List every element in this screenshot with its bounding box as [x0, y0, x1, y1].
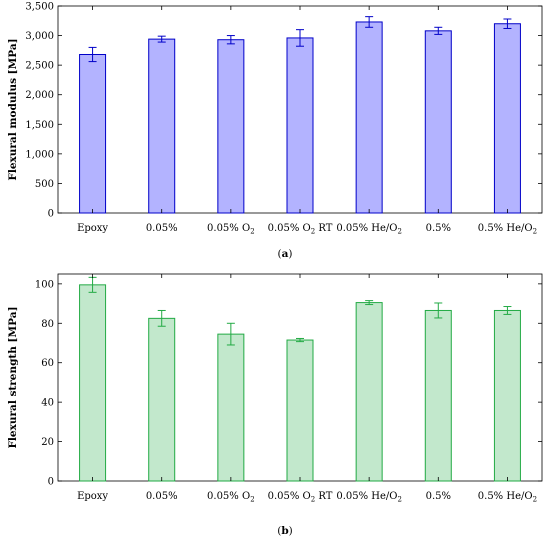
bar: [79, 53, 107, 214]
y-tick-label: 2,000: [25, 90, 54, 101]
y-tick-label: 0: [48, 209, 54, 220]
y-tick-label: 3,500: [25, 2, 54, 13]
y-tick-label: 500: [35, 179, 54, 190]
bar: [286, 339, 314, 482]
category-label: 0.05% O2 RT: [268, 491, 333, 504]
bar: [493, 309, 521, 482]
category-label: Epoxy: [77, 223, 108, 234]
y-tick-label: 3,000: [25, 31, 54, 42]
subfigure-caption: (b): [277, 525, 293, 537]
y-tick-label: 1,500: [25, 120, 54, 131]
bar: [217, 39, 245, 214]
y-tick-label: 60: [41, 358, 54, 369]
category-label: 0.5% He/O2: [478, 491, 537, 504]
y-tick-label: 2,500: [25, 61, 54, 72]
category-label: 0.5%: [426, 491, 451, 502]
category-label: 0.05% O2: [207, 223, 255, 236]
bar: [493, 23, 521, 214]
y-tick-label: 100: [35, 279, 54, 290]
y-axis-label: Flexural strength [MPa]: [7, 306, 19, 448]
bar: [148, 38, 176, 214]
y-tick-label: 0: [48, 477, 54, 488]
bar: [148, 317, 176, 482]
category-label: 0.05% O2 RT: [268, 223, 333, 236]
category-label: 0.5% He/O2: [478, 223, 537, 236]
y-tick-label: 1,000: [25, 149, 54, 160]
category-label: 0.05%: [146, 223, 178, 234]
chart-flexural-modulus: 0 500 1,000 1,500 2,000 2,500 3,000 3,500 Epoxy 0…: [7, 2, 543, 260]
bar: [355, 21, 383, 214]
subfigure-caption: (a): [277, 248, 292, 260]
y-tick-label: 80: [41, 319, 54, 330]
bar: [424, 30, 452, 214]
category-label: 0.05% He/O2: [336, 491, 402, 504]
bar: [79, 284, 107, 482]
bar: [424, 309, 452, 482]
y-tick-label: 40: [41, 398, 54, 409]
category-label: 0.05% He/O2: [336, 223, 402, 236]
bar: [286, 37, 314, 214]
category-label: 0.05% O2: [207, 491, 255, 504]
y-tick-label: 20: [41, 437, 54, 448]
category-label: 0.5%: [426, 223, 451, 234]
category-label: 0.05%: [146, 491, 178, 502]
y-axis-label: Flexural modulus [MPa]: [7, 38, 19, 180]
bar: [217, 333, 245, 482]
chart-flexural-strength: 0 20 40 60 80 100 Epoxy 0.05% 0.05% O2 0.05% O2 R…: [7, 273, 543, 537]
category-label: Epoxy: [77, 491, 108, 502]
bar: [355, 302, 383, 482]
